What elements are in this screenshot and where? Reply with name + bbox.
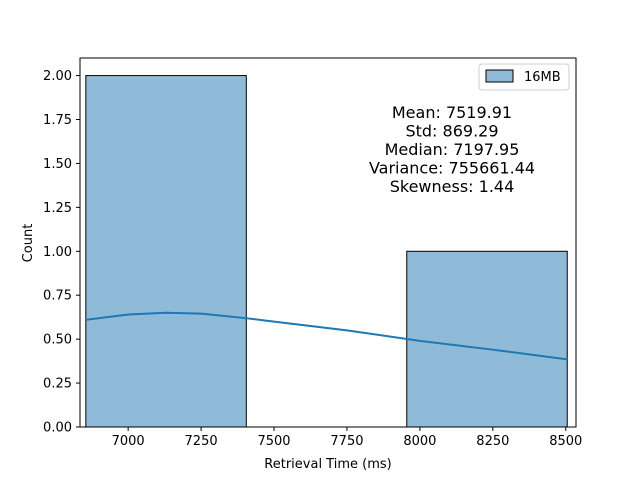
stats-line: Mean: 7519.91 [392, 103, 512, 122]
x-tick-label: 8500 [549, 434, 582, 449]
y-tick-label: 0.50 [43, 333, 72, 348]
histogram-bars [85, 75, 568, 428]
y-tick-label: 1.25 [43, 201, 72, 216]
x-tick-label: 8000 [403, 434, 436, 449]
y-tick-label: 1.50 [43, 157, 72, 172]
histogram-bar-0 [85, 75, 247, 428]
legend-label: 16MB [524, 70, 561, 85]
x-axis-label: Retrieval Time (ms) [264, 457, 391, 472]
stats-line: Skewness: 1.44 [390, 177, 515, 196]
x-tick-label: 7500 [257, 434, 290, 449]
y-tick-label: 1.00 [43, 245, 72, 260]
stats-line: Median: 7197.95 [385, 140, 520, 159]
y-tick-label: 0.75 [43, 289, 72, 304]
y-tick-label: 0.00 [43, 421, 72, 436]
stats-line: Variance: 755661.44 [369, 159, 535, 178]
y-tick-label: 1.75 [43, 113, 72, 128]
x-tick-label: 7250 [185, 434, 218, 449]
y-axis-label: Count [21, 224, 36, 263]
legend: 16MB [478, 63, 570, 91]
axes-frame [79, 57, 577, 428]
x-tick-label: 7750 [330, 434, 363, 449]
kde-line [85, 311, 568, 361]
y-tick-label: 0.25 [43, 377, 72, 392]
stats-line: Std: 869.29 [405, 122, 498, 141]
x-tick-label: 8250 [476, 434, 509, 449]
histogram-bar-2 [406, 250, 568, 428]
y-axis: 0.00 0.25 0.50 0.75 1.00 1.25 1.50 1.75 2.00 [43, 69, 80, 436]
x-axis: 7000 7250 7500 7750 8000 8250 8500 [112, 427, 582, 449]
y-tick-label: 2.00 [43, 69, 72, 84]
x-tick-label: 7000 [112, 434, 145, 449]
legend-swatch [485, 69, 514, 83]
